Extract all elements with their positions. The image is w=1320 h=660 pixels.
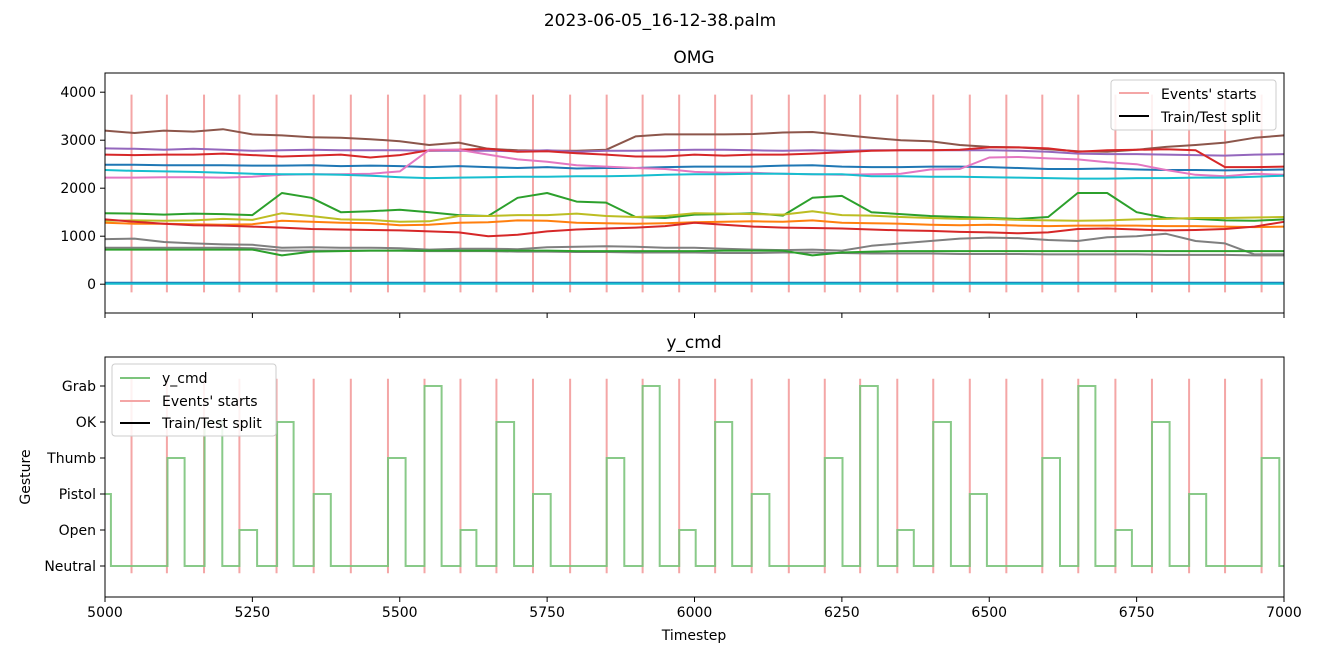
omg-series-1 [104, 147, 1285, 157]
ycmd-ytick-label-pistol: Pistol [59, 487, 96, 503]
ycmd-xtick-label-6000: 6000 [677, 605, 713, 621]
ycmd-legend-label-ycmd: y_cmd [162, 371, 208, 387]
ycmd-ytick-label-ok: OK [76, 415, 97, 431]
ycmd-series-line [105, 385, 1284, 567]
ycmd-ytick-label-grab: Grab [62, 379, 96, 395]
omg-ytick-label-0: 0 [87, 277, 96, 293]
omg-series-5 [104, 169, 1285, 180]
omg-legend-label-events: Events' starts [1161, 87, 1257, 103]
omg-series-3 [105, 163, 1285, 172]
omg-ytick-label-3000: 3000 [60, 133, 96, 149]
ycmd-legend-box [111, 363, 277, 437]
ycmd-legend: y_cmd Events' starts Train/Test split [111, 363, 277, 437]
ycmd-xtick-label-5000: 5000 [87, 605, 123, 621]
ycmd-ytick-label-open: Open [59, 523, 96, 539]
omg-ytick-label-1000: 1000 [60, 229, 96, 245]
omg-series-12 [105, 248, 1284, 257]
ycmd-xtick-label-6500: 6500 [971, 605, 1007, 621]
omg-series-10 [104, 232, 1284, 256]
ycmd-plot-background [105, 357, 1284, 597]
omg-event-lines [130, 94, 1263, 293]
ycmd-xtick-label-5500: 5500 [382, 605, 418, 621]
omg-series-11 [105, 246, 1284, 257]
omg-ytick-label-2000: 2000 [60, 181, 96, 197]
ycmd-ytick-label-thumb: Thumb [46, 451, 96, 467]
ycmd-series-line-path [105, 385, 1284, 567]
ycmd-ytick-label-neutral: Neutral [44, 559, 96, 575]
omg-legend-box [1110, 79, 1277, 131]
ycmd-xtick-label-6250: 6250 [824, 605, 860, 621]
omg-legend: Events' starts Train/Test split [1110, 79, 1277, 131]
omg-series-6 [104, 192, 1285, 222]
omg-legend-label-split: Train/Test split [1160, 110, 1261, 126]
ycmd-xtick-label-6750: 6750 [1119, 605, 1155, 621]
omg-series-7 [104, 210, 1285, 223]
ycmd-y-axis: Neutral Open Pistol Thumb OK Grab [44, 379, 105, 575]
ycmd-xtick-label-7000: 7000 [1266, 605, 1302, 621]
ycmd-xlabel: Timestep [661, 628, 727, 644]
omg-series-2 [104, 146, 1285, 169]
omg-y-axis: 0 1000 2000 3000 4000 [60, 85, 105, 293]
ycmd-x-axis: 5000 5250 5500 5750 6000 6250 6500 6750 7000 [87, 597, 1302, 621]
ycmd-xtick-label-5750: 5750 [529, 605, 565, 621]
ycmd-ylabel: Gesture [18, 449, 34, 504]
omg-series-lines [104, 128, 1285, 285]
omg-series-9 [104, 218, 1285, 238]
ycmd-xtick-label-5250: 5250 [235, 605, 271, 621]
omg-x-axis [104, 313, 1285, 318]
omg-title: OMG [673, 48, 714, 68]
ycmd-legend-label-split: Train/Test split [161, 416, 262, 432]
omg-panel: OMG 0 1000 2000 3000 4000 Events' starts Tra… [60, 48, 1285, 318]
omg-ytick-label-4000: 4000 [60, 85, 96, 101]
ycmd-title: y_cmd [666, 333, 721, 353]
ycmd-legend-label-events: Events' starts [162, 394, 258, 410]
figure-suptitle: 2023-06-05_16-12-38.palm [544, 11, 776, 31]
